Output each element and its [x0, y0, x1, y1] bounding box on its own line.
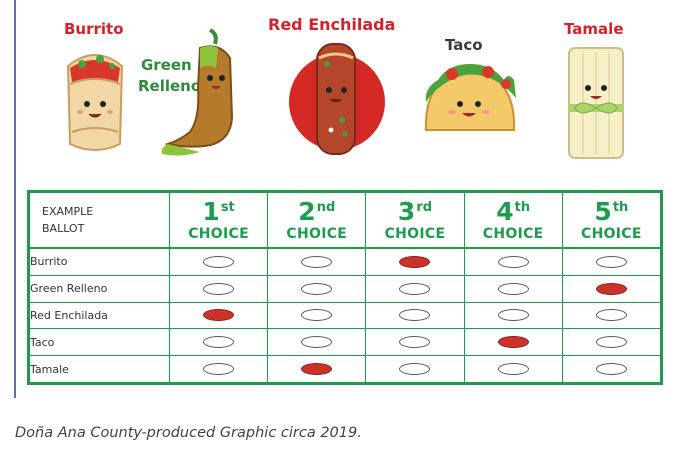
ballot-oval[interactable]	[203, 282, 235, 295]
ballot-oval-filled[interactable]	[203, 309, 235, 322]
candidate-name: Taco	[29, 328, 170, 357]
example-ballot: EXAMPLE BALLOT 1st CHOICE 2nd CHOICE 3rd CH…	[27, 190, 663, 385]
ballot-row-burrito: Burrito	[29, 247, 662, 276]
choice-number: 1	[202, 196, 220, 226]
red-enchilada-label: Red Enchilada	[268, 15, 396, 34]
choice-word: CHOICE	[286, 225, 348, 242]
ballot-oval[interactable]	[203, 336, 235, 349]
choice-header-5: 5th CHOICE	[561, 192, 662, 249]
choice-number: 3	[397, 196, 416, 226]
choice-suffix: st	[220, 199, 235, 215]
ballot-oval[interactable]	[595, 255, 627, 268]
ballot-header-row: EXAMPLE BALLOT 1st CHOICE 2nd CHOICE 3rd CH…	[29, 192, 662, 249]
choice-suffix: th	[514, 199, 531, 215]
green-relleno-label-line1: Green	[141, 56, 192, 74]
ballot-oval[interactable]	[399, 282, 431, 295]
choice-number: 5	[594, 196, 612, 226]
choice-header-4: 4th CHOICE	[463, 192, 563, 249]
candidate-name: Tamale	[29, 355, 170, 383]
choice-suffix: th	[612, 199, 629, 215]
choice-suffix: rd	[416, 199, 433, 215]
ballot-header-label: EXAMPLE BALLOT	[29, 192, 170, 249]
tamale-illustration	[568, 47, 624, 159]
ballot-oval-filled[interactable]	[301, 362, 333, 375]
choice-header-1: 1st CHOICE	[168, 192, 269, 249]
ballot-header-line1: EXAMPLE	[42, 205, 94, 218]
ballot-header-line2: BALLOT	[42, 222, 85, 235]
ballot-row-tamale: Tamale	[29, 355, 662, 383]
ballot-oval-filled[interactable]	[595, 282, 627, 295]
red-enchilada-illustration	[289, 43, 385, 155]
choice-word: CHOICE	[188, 225, 249, 242]
ballot-oval[interactable]	[301, 309, 333, 322]
ballot-oval[interactable]	[301, 282, 333, 295]
choice-number: 4	[496, 196, 514, 226]
ballot-oval[interactable]	[399, 336, 431, 349]
tamale-label: Tamale	[564, 20, 624, 38]
green-relleno-label-line2: Relleno	[138, 77, 202, 95]
ballot-oval[interactable]	[399, 309, 431, 322]
choice-word: CHOICE	[581, 225, 642, 242]
ballot-oval[interactable]	[301, 336, 333, 349]
choice-header-2: 2nd CHOICE	[267, 192, 367, 249]
choice-word: CHOICE	[384, 225, 446, 242]
taco-illustration	[424, 64, 516, 131]
ballot-oval[interactable]	[595, 309, 627, 322]
ballot-oval[interactable]	[497, 309, 529, 322]
candidate-name: Red Enchilada	[29, 301, 170, 330]
ballot-row-taco: Taco	[29, 328, 662, 357]
ballot-row-red-enchilada: Red Enchilada	[29, 301, 662, 330]
ballot-oval[interactable]	[203, 362, 235, 375]
choice-number: 2	[298, 196, 316, 226]
taco-label: Taco	[445, 36, 483, 54]
ballot-oval-filled[interactable]	[399, 255, 431, 268]
green-relleno-illustration	[161, 28, 234, 156]
ballot-oval[interactable]	[203, 255, 235, 268]
ballot-row-green-relleno: Green Relleno	[29, 274, 662, 303]
burrito-label: Burrito	[64, 20, 124, 38]
ballot-oval-filled[interactable]	[497, 336, 529, 349]
ballot-oval[interactable]	[497, 362, 529, 375]
ballot-oval[interactable]	[497, 282, 529, 295]
ballot-oval[interactable]	[595, 362, 627, 375]
choice-header-3: 3rd CHOICE	[365, 192, 465, 249]
choice-suffix: nd	[316, 199, 336, 215]
choice-word: CHOICE	[482, 225, 544, 242]
figure-frame	[14, 0, 676, 398]
ballot-oval[interactable]	[497, 255, 529, 268]
candidate-name: Green Relleno	[29, 274, 170, 303]
ballot-oval[interactable]	[595, 336, 627, 349]
ballot-table: EXAMPLE BALLOT 1st CHOICE 2nd CHOICE 3rd CH…	[29, 192, 662, 383]
ballot-oval[interactable]	[301, 255, 333, 268]
ballot-oval[interactable]	[399, 362, 431, 375]
candidate-name: Burrito	[29, 247, 170, 276]
burrito-illustration	[66, 54, 124, 151]
figure-caption: Doña Ana County-produced Graphic circa 2…	[15, 425, 362, 441]
